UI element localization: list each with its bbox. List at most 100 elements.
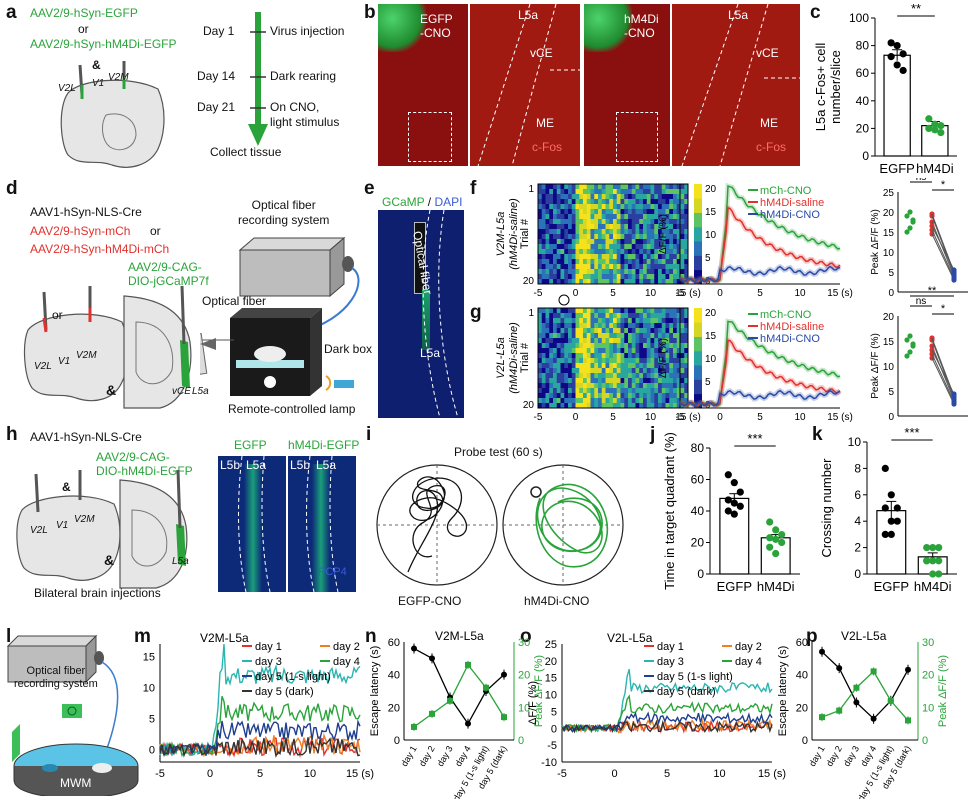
heatmap-cell	[613, 279, 618, 285]
heatmap-cell	[613, 224, 618, 230]
heatmap-cell	[560, 209, 565, 215]
heatmap-cell	[639, 353, 644, 359]
heatmap-cell	[549, 229, 554, 235]
heatmap-cell	[643, 239, 648, 245]
heatmap-cell	[631, 343, 636, 349]
heatmap-cell	[575, 239, 580, 245]
heatmap-cell	[613, 383, 618, 389]
b-cfos-2: c-Fos	[756, 140, 786, 154]
heatmap-cell	[684, 318, 689, 324]
heatmap-cell	[601, 229, 606, 235]
heatmap-cell	[669, 274, 674, 280]
heatmap-cell	[680, 378, 685, 384]
heatmap-cell	[646, 343, 651, 349]
heatmap-cell	[560, 333, 565, 339]
heatmap-cell	[564, 313, 569, 319]
heatmap-cell	[556, 308, 561, 314]
y-tick-label: 25	[545, 639, 557, 651]
peak-tick: 20	[883, 208, 895, 219]
heatmap-cell	[624, 194, 629, 200]
heatmap-cell	[684, 259, 689, 265]
heatmap-cell	[643, 204, 648, 210]
heatmap-cell	[605, 373, 610, 379]
heatmap-cell	[669, 363, 674, 369]
heatmap-cell	[538, 239, 543, 245]
heatmap-cell	[676, 373, 681, 379]
y-tick-label: 5	[149, 714, 155, 726]
heatmap-cell	[556, 199, 561, 205]
heatmap-cell	[624, 403, 629, 409]
y-axis-label: Crossing number	[819, 458, 834, 558]
heatmap-cell	[620, 189, 625, 195]
heatmap-cell	[676, 209, 681, 215]
heatmap-cell	[654, 353, 659, 359]
heatmap-cell	[586, 338, 591, 344]
heatmap-cell	[586, 393, 591, 399]
heatmap-cell	[669, 229, 674, 235]
heatmap-cell	[609, 184, 614, 190]
heatmap-cell	[628, 189, 633, 195]
h-l5a: L5a	[172, 556, 189, 567]
heatmap-cell	[620, 398, 625, 404]
heatmap-cell	[598, 244, 603, 250]
heatmap-cell	[598, 204, 603, 210]
heatmap-cell	[631, 239, 636, 245]
trial-label: Trial #	[519, 218, 531, 249]
heatmap-row-label-line: (hM4Di-saline)	[508, 198, 520, 270]
heatmap-cell	[616, 249, 621, 255]
heatmap-cell	[613, 259, 618, 265]
heatmap-cell	[568, 318, 573, 324]
heatmap-cell	[598, 383, 603, 389]
heatmap-cell	[613, 348, 618, 354]
heatmap-cell	[553, 338, 558, 344]
heatmap-cell	[553, 279, 558, 285]
heatmap-cell	[605, 333, 610, 339]
heatmap-cell	[628, 328, 633, 334]
heatmap-cell	[568, 259, 573, 265]
heatmap-cell	[631, 383, 636, 389]
heatmap-cell	[616, 214, 621, 220]
heatmap-cell	[650, 204, 655, 210]
heatmap-cell	[586, 313, 591, 319]
heatmap-cell	[590, 244, 595, 250]
heatmap-cell	[635, 274, 640, 280]
heatmap-cell	[601, 259, 606, 265]
heatmap-cell	[575, 264, 580, 270]
heatmap-cell	[601, 194, 606, 200]
heatmap-cell	[616, 239, 621, 245]
heatmap-cell	[601, 234, 606, 240]
heatmap-cell	[583, 348, 588, 354]
heatmap-cell	[665, 209, 670, 215]
heatmap-cell	[594, 398, 599, 404]
latency-point	[905, 666, 911, 673]
heatmap-cell	[680, 343, 685, 349]
heatmap-cell	[616, 189, 621, 195]
heatmap-cell	[583, 209, 588, 215]
heatmap-cell	[586, 244, 591, 250]
heatmap-cell	[571, 214, 576, 220]
heatmap-cell	[673, 274, 678, 280]
heatmap-cell	[620, 368, 625, 374]
heatmap-cell	[631, 269, 636, 275]
heatmap-cell	[665, 249, 670, 255]
heatmap-cell	[609, 313, 614, 319]
heatmap-cell	[605, 259, 610, 265]
heatmap-cell	[613, 363, 618, 369]
heatmap-cell	[620, 219, 625, 225]
heatmap-cell	[575, 194, 580, 200]
heatmap-cell	[590, 363, 595, 369]
heatmap-cell	[673, 224, 678, 230]
heatmap-cell	[624, 249, 629, 255]
heatmap-cell	[639, 358, 644, 364]
heatmap-cell	[598, 214, 603, 220]
heatmap-cell	[579, 274, 584, 280]
heatmap-cell	[545, 348, 550, 354]
heatmap-cell	[541, 393, 546, 399]
heatmap-cell	[545, 398, 550, 404]
data-point	[778, 531, 786, 539]
heatmap-cell	[661, 274, 666, 280]
heatmap-cell	[598, 234, 603, 240]
heatmap-cell	[635, 313, 640, 319]
heatmap-cell	[635, 358, 640, 364]
heatmap-cell	[613, 264, 618, 270]
